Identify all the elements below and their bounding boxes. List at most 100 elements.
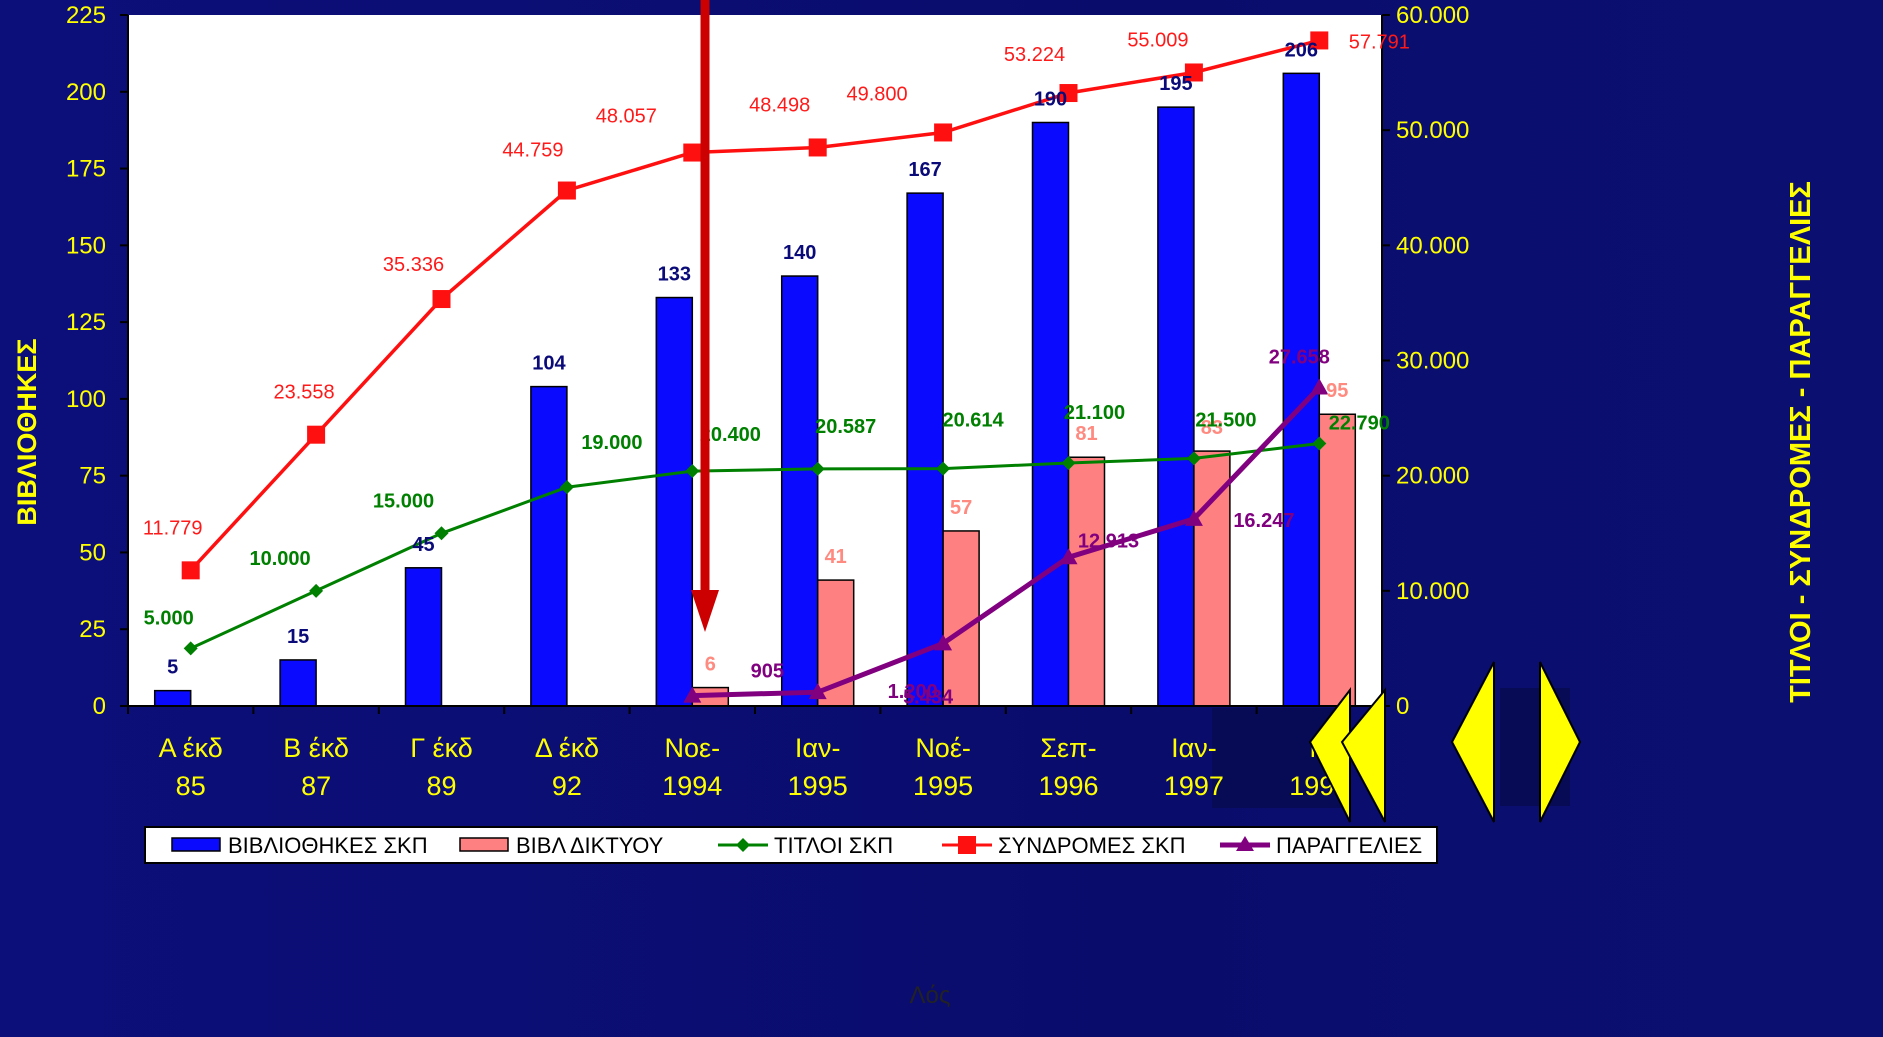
bar-network-7	[1067, 456, 1106, 707]
triangle-shape	[1340, 687, 1386, 823]
line-data-label: 22.790	[1329, 413, 1390, 435]
subscriptions-marker	[683, 143, 702, 162]
orders-marker	[808, 683, 827, 700]
bar-libraries-5	[780, 275, 819, 707]
x-tick-label: 87	[301, 771, 331, 801]
bar-data-label: 195	[1159, 73, 1192, 95]
legend-label: ΣΥΝΔΡΟΜΕΣ ΣΚΠ	[998, 833, 1186, 858]
line-data-label: 19.000	[581, 432, 642, 454]
line-data-label: 57.791	[1349, 31, 1410, 53]
line-data-label: 11.779	[143, 517, 203, 539]
line-data-label: 16.247	[1233, 510, 1294, 532]
line-data-label: 55.009	[1127, 29, 1188, 51]
line-data-label: 1.200	[888, 681, 938, 703]
orders-marker	[1184, 509, 1203, 526]
y-right-tick-label: 0	[1396, 693, 1409, 720]
bar-network-9	[1318, 413, 1357, 707]
x-tick-label: Γ έκδ	[410, 733, 473, 763]
titles-marker	[1186, 451, 1201, 466]
y-left-axis-title: ΒΙΒΛΙΟΘΗΚΕΣ	[12, 338, 42, 525]
y-left-tick-label: 50	[79, 539, 106, 566]
titles-marker	[1312, 436, 1327, 451]
y-left-tick-label: 225	[66, 2, 106, 29]
legend-label: ΠΑΡΑΓΓΕΛΙΕΣ	[1276, 833, 1422, 858]
x-tick-label: 89	[426, 771, 456, 801]
bar-data-label: 167	[908, 159, 941, 181]
line-square	[189, 38, 1320, 572]
y-left-tick-label: 0	[93, 693, 106, 720]
line-data-label: 21.100	[1064, 402, 1125, 424]
y-left-tick-label: 175	[66, 156, 106, 183]
arrow-head	[691, 590, 719, 632]
bar-libraries-7	[1031, 121, 1070, 707]
bar-libraries-1	[279, 659, 317, 707]
y-right-tick-label: 10.000	[1396, 578, 1469, 605]
orders-marker	[934, 634, 953, 651]
y-right-axis-title: ΤΙΤΛΟΙ - ΣΥΝΔΡΟΜΕΣ - ΠΑΡΑΓΓΕΛΙΕΣ	[1785, 181, 1817, 703]
previous-slide-button[interactable]	[1308, 687, 1386, 823]
subscriptions-marker	[1059, 84, 1078, 103]
subscriptions-marker	[1184, 63, 1203, 82]
x-tick-label: 1994	[662, 771, 722, 801]
line-data-label: 53.224	[1004, 44, 1065, 66]
x-tick-label: Σεπ-	[1040, 733, 1096, 763]
orders-marker	[1059, 548, 1078, 565]
bar-data-label: 57	[950, 497, 972, 519]
x-tick-label: 92	[552, 771, 582, 801]
subscriptions-marker	[181, 561, 200, 580]
legend: ΒΙΒΛΙΟΘΗΚΕΣ ΣΚΠ ΒΙΒΛ ΔΙΚΤΥΟΥ ΤΙΤΛΟΙ ΣΚΠ ΣΥΝ…	[144, 826, 1438, 864]
legend-label: ΤΙΤΛΟΙ ΣΚΠ	[774, 833, 893, 858]
titles-marker	[434, 526, 449, 541]
line-data-label: 905	[751, 661, 784, 683]
titles-marker	[936, 461, 951, 476]
x-tick-label: 1997	[1164, 771, 1224, 801]
y-left-tick-label: 100	[66, 386, 106, 413]
bar-libraries-8	[1157, 106, 1195, 707]
x-tick-label: Νοέ-	[915, 733, 971, 763]
bar-libraries-2	[404, 567, 443, 707]
next-slide-button[interactable]	[1450, 661, 1582, 823]
y-right-tick-label: 20.000	[1396, 463, 1469, 490]
legend-marker	[1236, 836, 1254, 851]
y-right-tick-label: 60.000	[1396, 2, 1469, 29]
line-data-label: 48.498	[749, 94, 810, 116]
subscriptions-marker	[557, 181, 576, 200]
line-data-label: 20.614	[943, 410, 1005, 432]
highlight-arrow	[691, 0, 719, 632]
bar-data-label: 15	[287, 626, 309, 648]
titles-marker	[183, 641, 198, 656]
titles-marker	[1061, 455, 1076, 470]
x-tick-label: 1996	[1038, 771, 1098, 801]
line-data-label: 48.057	[596, 106, 657, 128]
line-data-label: 20.587	[815, 416, 876, 438]
x-tick-label: Ιαν-	[1171, 733, 1217, 763]
y-left-tick-label: 75	[79, 463, 106, 490]
bar-data-label: 206	[1285, 39, 1318, 61]
x-tick-label: Δ έκδ	[535, 733, 599, 763]
line-data-label: 10.000	[250, 548, 311, 570]
line-series	[181, 31, 1329, 703]
line-data-label: 20.400	[700, 424, 761, 446]
orders-marker	[1310, 378, 1329, 395]
x-tick-label: Α έκδ	[159, 733, 223, 763]
double-triangle-left-icon	[1308, 687, 1386, 823]
bar-data-label: 104	[532, 353, 566, 375]
legend-label: ΒΙΒΛ ΔΙΚΤΥΟΥ	[516, 833, 664, 858]
subscriptions-marker	[432, 290, 451, 309]
x-tick-label: Β έκδ	[283, 733, 349, 763]
line-diamond	[190, 442, 1320, 650]
x-tick-label: 85	[176, 771, 206, 801]
navigation	[1308, 661, 1582, 823]
line-data-label: 21.500	[1195, 409, 1256, 431]
subscriptions-marker	[1310, 31, 1329, 50]
triangle-shape	[1539, 661, 1582, 823]
y-right-tick-label: 30.000	[1396, 348, 1469, 375]
line-data-label: 5.434	[903, 686, 954, 708]
titles-marker	[685, 464, 700, 479]
bar-libraries-0	[153, 689, 192, 707]
axes	[120, 14, 1390, 714]
y-left-tick-label: 25	[79, 616, 106, 643]
triangle-shape	[1450, 661, 1495, 823]
